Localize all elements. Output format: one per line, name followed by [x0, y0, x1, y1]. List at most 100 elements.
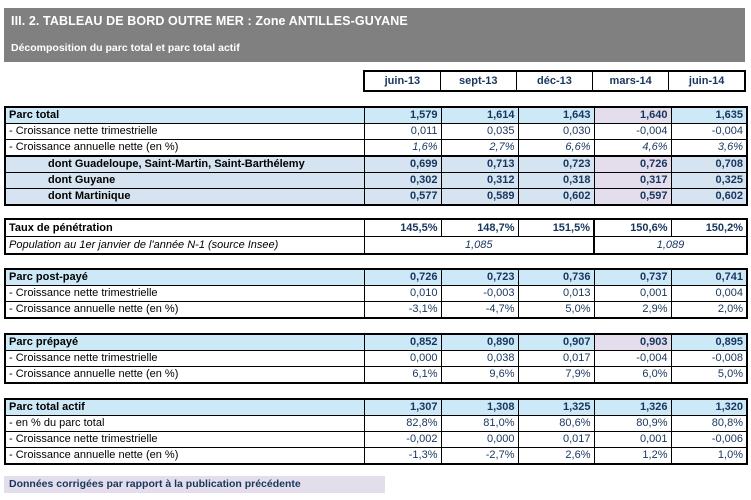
- value-cell: 1,325: [517, 398, 595, 416]
- value-cell: 0,038: [440, 350, 519, 367]
- value-cell: 80,8%: [670, 415, 748, 432]
- parc-total-table: Parc total 1,579 1,614 1,643 1,640 1,635 - Cro…: [4, 106, 748, 206]
- value-cell: 0,011: [363, 123, 442, 140]
- row-label: Parc total: [4, 106, 365, 124]
- value-cell: 5,0%: [517, 301, 595, 319]
- value-cell: 0,737: [593, 268, 672, 286]
- value-cell: 0,001: [593, 431, 672, 448]
- value-cell: 7,9%: [517, 366, 595, 384]
- value-cell: 2,9%: [593, 301, 672, 319]
- value-cell: 150,2%: [670, 218, 748, 237]
- parc-prepaye-table: Parc prépayé 0,852 0,890 0,907 0,903 0,895 - C…: [4, 333, 748, 384]
- row-label: - Croissance annuelle nette (en %): [4, 366, 365, 384]
- value-cell: 0,017: [517, 431, 595, 448]
- value-cell: 0,589: [440, 188, 519, 206]
- value-cell: 0,723: [440, 268, 519, 286]
- row-label: dont Guyane: [4, 172, 365, 189]
- parc-total-actif-table: Parc total actif 1,307 1,308 1,325 1,326 1,32…: [4, 398, 748, 465]
- value-cell: 0,903: [593, 333, 672, 351]
- row-label: - Croissance nette trimestrielle: [4, 123, 365, 140]
- row-label: dont Martinique: [4, 188, 365, 206]
- value-cell: 6,1%: [363, 366, 442, 384]
- column-header-1: juin-13: [363, 70, 441, 92]
- value-cell: 81,0%: [440, 415, 519, 432]
- row-label: - Croissance annuelle nette (en %): [4, 139, 365, 157]
- column-header-4: mars-14: [592, 70, 670, 92]
- value-cell: 0,001: [593, 285, 672, 302]
- value-cell: 1,326: [593, 398, 672, 416]
- value-cell: 0,597: [593, 188, 672, 206]
- value-cell: 0,302: [363, 172, 442, 189]
- merged-value-cell: 1,085: [363, 236, 595, 255]
- value-cell: -4,7%: [440, 301, 519, 319]
- column-header-2: sept-13: [439, 70, 517, 92]
- value-cell: 0,890: [440, 333, 519, 351]
- column-header-row: juin-13 sept-13 déc-13 mars-14 juin-14: [363, 70, 746, 92]
- value-cell: 0,004: [670, 285, 748, 302]
- value-cell: 1,2%: [593, 447, 672, 465]
- value-cell: 2,6%: [517, 447, 595, 465]
- row-label: - Croissance nette trimestrielle: [4, 350, 365, 367]
- value-cell: 1,614: [440, 106, 519, 124]
- row-label: Taux de pénétration: [4, 218, 365, 237]
- value-cell: 0,741: [670, 268, 748, 286]
- value-cell: 0,013: [517, 285, 595, 302]
- value-cell: 0,017: [517, 350, 595, 367]
- value-cell: 0,708: [670, 155, 748, 173]
- value-cell: 5,0%: [670, 366, 748, 384]
- row-label: Parc prépayé: [4, 333, 365, 351]
- value-cell: -0,008: [670, 350, 748, 367]
- value-cell: -3,1%: [363, 301, 442, 319]
- row-label: - Croissance annuelle nette (en %): [4, 447, 365, 465]
- column-header-3: déc-13: [515, 70, 594, 92]
- value-cell: 0,852: [363, 333, 442, 351]
- parc-post-paye-table: Parc post-payé 0,726 0,723 0,736 0,737 0,741 -…: [4, 268, 748, 319]
- value-cell: 6,0%: [593, 366, 672, 384]
- value-cell: 1,635: [670, 106, 748, 124]
- value-cell: 2,7%: [440, 139, 519, 157]
- page-title: III. 2. TABLEAU DE BORD OUTRE MER : Zone…: [11, 14, 408, 28]
- value-cell: -0,004: [593, 123, 672, 140]
- value-cell: 0,726: [363, 268, 442, 286]
- footnote-corrected-data: Données corrigées par rapport à la publi…: [4, 476, 385, 493]
- value-cell: -0,004: [670, 123, 748, 140]
- value-cell: 0,000: [363, 350, 442, 367]
- page-subtitle: Décomposition du parc total et parc tota…: [11, 42, 240, 54]
- value-cell: 80,6%: [517, 415, 595, 432]
- value-cell: 0,726: [593, 155, 672, 173]
- value-cell: 0,030: [517, 123, 595, 140]
- column-header-5: juin-14: [668, 70, 746, 92]
- row-label: - Croissance nette trimestrielle: [4, 285, 365, 302]
- value-cell: 0,577: [363, 188, 442, 206]
- value-cell: 150,6%: [593, 218, 672, 237]
- merged-value-cell: 1,089: [593, 236, 748, 255]
- value-cell: 0,723: [517, 155, 595, 173]
- value-cell: 1,307: [363, 398, 442, 416]
- value-cell: 80,9%: [593, 415, 672, 432]
- value-cell: -2,7%: [440, 447, 519, 465]
- value-cell: 0,736: [517, 268, 595, 286]
- value-cell: 82,8%: [363, 415, 442, 432]
- value-cell: 0,713: [440, 155, 519, 173]
- row-label: - en % du parc total: [4, 415, 365, 432]
- value-cell: 6,6%: [517, 139, 595, 157]
- value-cell: 1,320: [670, 398, 748, 416]
- value-cell: 0,699: [363, 155, 442, 173]
- value-cell: -0,006: [670, 431, 748, 448]
- value-cell: 2,0%: [670, 301, 748, 319]
- value-cell: -0,004: [593, 350, 672, 367]
- value-cell: 1,643: [517, 106, 595, 124]
- value-cell: 0,035: [440, 123, 519, 140]
- row-label: - Croissance annuelle nette (en %): [4, 301, 365, 319]
- value-cell: 145,5%: [363, 218, 442, 237]
- value-cell: -0,002: [363, 431, 442, 448]
- value-cell: 1,308: [440, 398, 519, 416]
- value-cell: 4,6%: [593, 139, 672, 157]
- value-cell: 1,0%: [670, 447, 748, 465]
- value-cell: -0,003: [440, 285, 519, 302]
- value-cell: 0,907: [517, 333, 595, 351]
- value-cell: 151,5%: [517, 218, 595, 237]
- title-bar: III. 2. TABLEAU DE BORD OUTRE MER : Zone…: [4, 8, 745, 62]
- value-cell: 1,640: [593, 106, 672, 124]
- value-cell: 0,602: [670, 188, 748, 206]
